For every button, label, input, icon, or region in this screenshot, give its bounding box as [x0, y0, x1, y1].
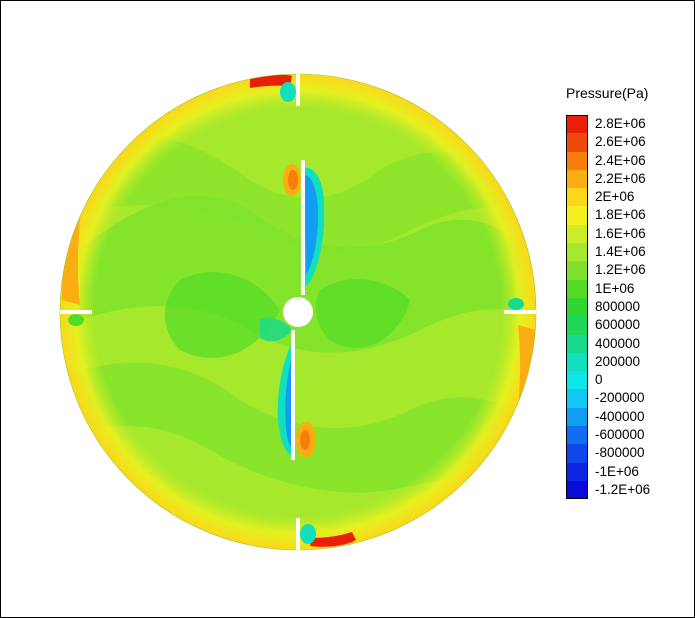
legend-swatch	[566, 371, 588, 390]
legend-entry: -800000	[566, 444, 695, 463]
legend-label: -1.2E+06	[595, 481, 651, 497]
legend-entry: -200000	[566, 389, 695, 408]
legend-label: -800000	[595, 445, 645, 461]
suction-core-upper	[304, 175, 318, 275]
legend-label: 2.8E+06	[595, 116, 646, 131]
legend-swatch	[566, 407, 588, 427]
core-low-right	[315, 279, 410, 348]
legend-swatch	[566, 133, 588, 152]
legend-label: -200000	[595, 390, 645, 406]
legend-label: 2E+06	[595, 189, 635, 205]
legend-swatch	[566, 206, 588, 225]
legend-label: 1.6E+06	[595, 225, 646, 241]
legend-swatch	[566, 462, 588, 481]
hub-cyan-left	[260, 318, 292, 342]
legend-swatch	[566, 444, 588, 463]
hub-hole	[283, 297, 313, 327]
legend-swatch	[566, 297, 588, 317]
blade-upper	[301, 160, 305, 295]
legend-entry: 1.4E+06	[566, 243, 695, 262]
legend-label: 2.2E+06	[595, 170, 646, 186]
slot-top	[296, 74, 300, 106]
legend-entry: 1E+06	[566, 279, 695, 298]
legend-swatch	[566, 243, 588, 262]
legend-title: Pressure(Pa)	[566, 85, 649, 101]
rim-patch-top	[250, 74, 292, 88]
legend-entry: 1.8E+06	[566, 206, 695, 225]
legend-swatch	[566, 188, 588, 207]
tip-spot-top	[280, 82, 296, 102]
slot-bottom	[296, 518, 300, 550]
legend-swatch	[566, 224, 588, 244]
tip-spot-right	[508, 298, 524, 310]
legend-entry: 600000	[566, 316, 695, 335]
legend-label: 200000	[595, 353, 641, 369]
legend-swatch	[566, 334, 588, 353]
legend-swatch	[566, 279, 588, 298]
legend-swatch	[566, 151, 588, 170]
legend-swatch	[566, 426, 588, 445]
legend-label: 0	[595, 372, 603, 388]
legend-entry: 200000	[566, 352, 695, 372]
legend-label: 1.4E+06	[595, 244, 646, 260]
legend-entry: -1.2E+06	[566, 480, 695, 500]
legend-entry: -600000	[566, 426, 695, 445]
legend-label: 1.2E+06	[595, 262, 646, 278]
pressure-spot-upper-core	[288, 170, 298, 190]
legend-label: 400000	[595, 335, 641, 351]
tip-spot-bottom	[300, 524, 316, 544]
legend-entry: -1E+06	[566, 462, 695, 481]
pressure-spot-lower-core	[300, 430, 310, 450]
legend-label: -1E+06	[595, 463, 639, 479]
legend-entry: 2.8E+06	[566, 115, 695, 134]
legend-swatch	[566, 316, 588, 335]
legend-label: 2.4E+06	[595, 152, 646, 168]
legend-label: -400000	[595, 408, 645, 424]
slot-left	[60, 310, 92, 314]
legend-entry: 400000	[566, 334, 695, 353]
blade-lower	[291, 330, 295, 460]
legend-swatch	[566, 389, 588, 408]
tip-spot-left	[68, 314, 84, 326]
rim-patch-bottom	[310, 532, 356, 547]
legend-entry: 0	[566, 371, 695, 390]
legend-label: 800000	[595, 298, 641, 314]
legend-entry: 2.4E+06	[566, 151, 695, 170]
legend-entry: 2.2E+06	[566, 169, 695, 189]
legend-swatch	[566, 169, 588, 189]
legend-label: 2.6E+06	[595, 134, 646, 150]
slot-right	[504, 310, 536, 314]
legend-entry: 1.2E+06	[566, 261, 695, 280]
legend-label: 600000	[595, 317, 641, 333]
legend-entry: 2E+06	[566, 188, 695, 207]
legend-swatch	[566, 352, 588, 372]
color-legend: 2.8E+06 2.6E+06 2.4E+06 2.2E+06 2E+06 1.8E+06…	[566, 115, 695, 500]
legend-label: 1E+06	[595, 280, 635, 296]
legend-label: 1.8E+06	[595, 207, 646, 223]
legend-entry: 800000	[566, 297, 695, 317]
legend-label: -600000	[595, 427, 645, 443]
core-low-left	[165, 271, 280, 358]
legend-entry: 1.6E+06	[566, 224, 695, 244]
legend-entry: -400000	[566, 407, 695, 427]
legend-entry: 2.6E+06	[566, 133, 695, 152]
legend-swatch	[566, 115, 588, 134]
legend-swatch	[566, 480, 588, 500]
legend-swatch	[566, 261, 588, 280]
